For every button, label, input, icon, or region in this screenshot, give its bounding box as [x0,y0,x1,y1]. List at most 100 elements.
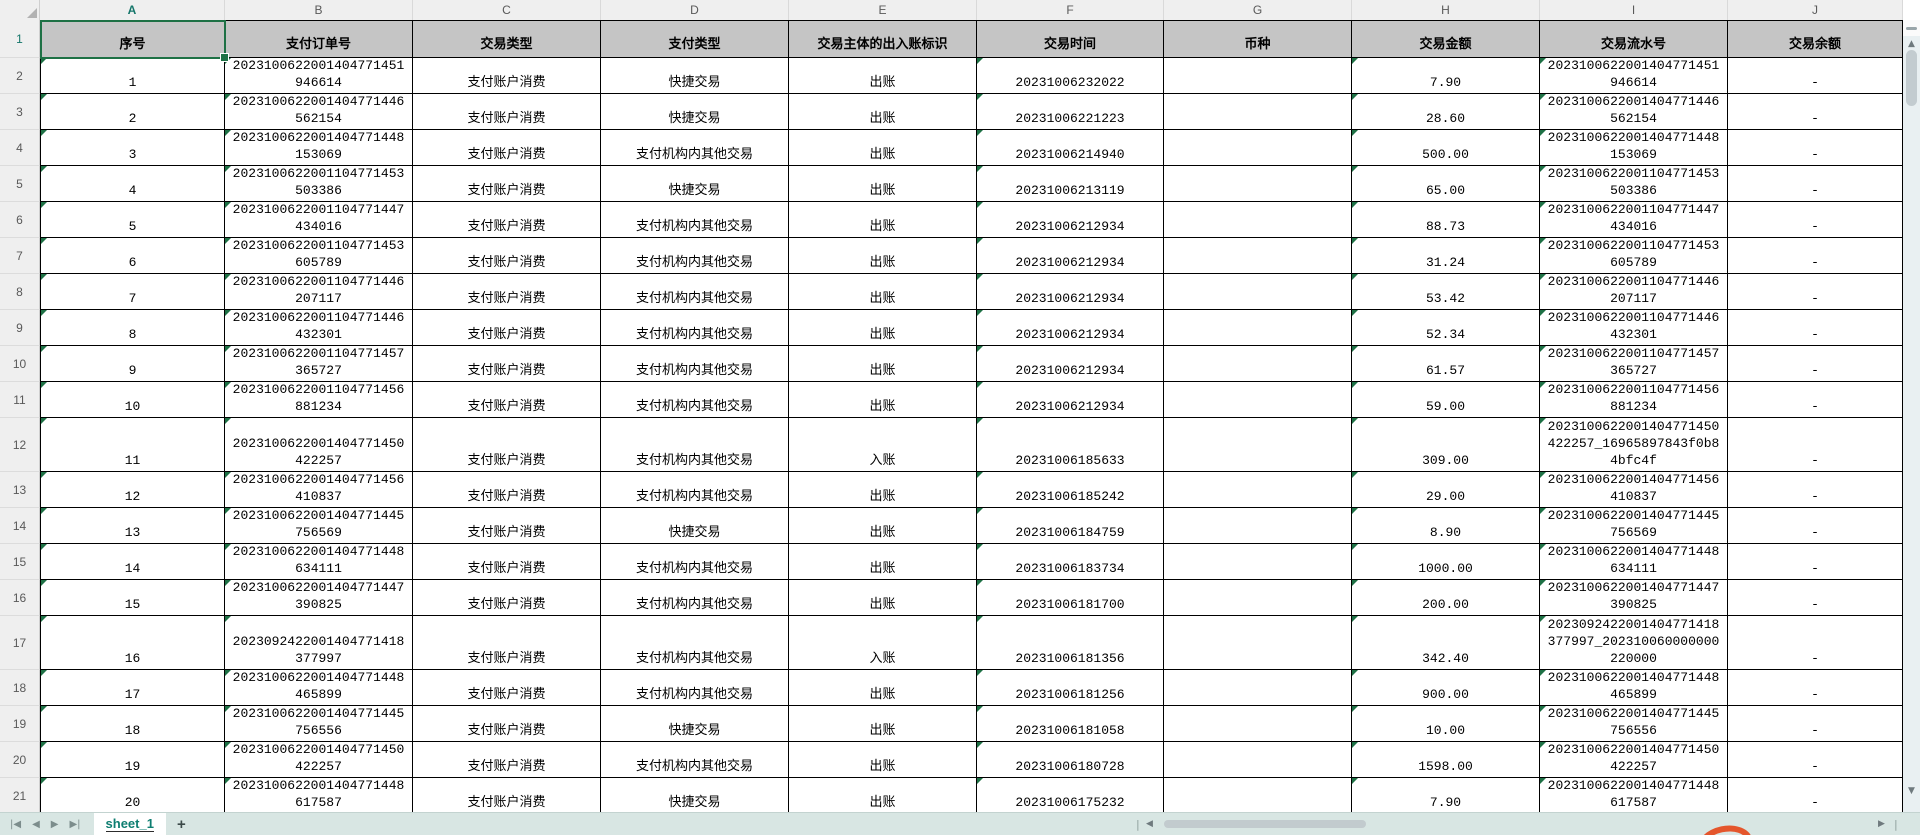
cell-H10[interactable]: 61.57 [1352,346,1540,382]
cell-H8[interactable]: 53.42 [1352,274,1540,310]
row-header-5[interactable]: 5 [0,166,40,202]
last-sheet-icon[interactable]: ▶| [69,818,81,830]
cell-H13[interactable]: 29.00 [1352,472,1540,508]
column-header-D[interactable]: D [601,0,789,20]
cell-I15[interactable]: 2023100622001404771448634111 [1540,544,1728,580]
cell-G17[interactable] [1164,616,1352,670]
cell-I21[interactable]: 2023100622001404771448617587 [1540,778,1728,812]
cell-B6[interactable]: 2023100622001104771447434016 [225,202,413,238]
sheet-tab-label[interactable]: sheet_1 [105,816,154,832]
select-all-button[interactable] [0,0,40,20]
cell-F11[interactable]: 20231006212934 [977,382,1164,418]
cell-C10[interactable]: 支付账户消费 [413,346,601,382]
cell-D10[interactable]: 支付机构内其他交易 [601,346,789,382]
cell-B16[interactable]: 2023100622001404771447390825 [225,580,413,616]
cell-G3[interactable] [1164,94,1352,130]
cell-A5[interactable]: 4 [40,166,225,202]
cell-A10[interactable]: 9 [40,346,225,382]
cell-C20[interactable]: 支付账户消费 [413,742,601,778]
split-handle-icon[interactable] [1906,27,1917,30]
cell-H7[interactable]: 31.24 [1352,238,1540,274]
cell-E19[interactable]: 出账 [789,706,977,742]
cell-B11[interactable]: 2023100622001104771456881234 [225,382,413,418]
cell-I19[interactable]: 2023100622001404771445756556 [1540,706,1728,742]
row-header-16[interactable]: 16 [0,580,40,616]
column-header-H[interactable]: H [1352,0,1540,20]
cell-G15[interactable] [1164,544,1352,580]
cell-H3[interactable]: 28.60 [1352,94,1540,130]
cell-C18[interactable]: 支付账户消费 [413,670,601,706]
cell-D4[interactable]: 支付机构内其他交易 [601,130,789,166]
cell-F13[interactable]: 20231006185242 [977,472,1164,508]
cell-B9[interactable]: 2023100622001104771446432301 [225,310,413,346]
cell-D20[interactable]: 支付机构内其他交易 [601,742,789,778]
cell-C1[interactable]: 交易类型 [413,20,601,58]
cell-G12[interactable] [1164,418,1352,472]
cell-C16[interactable]: 支付账户消费 [413,580,601,616]
cell-J12[interactable]: - [1728,418,1903,472]
cell-A2[interactable]: 1 [40,58,225,94]
cell-F5[interactable]: 20231006213119 [977,166,1164,202]
cell-C9[interactable]: 支付账户消费 [413,310,601,346]
cell-A16[interactable]: 15 [40,580,225,616]
cell-H17[interactable]: 342.40 [1352,616,1540,670]
cell-B20[interactable]: 2023100622001404771450422257 [225,742,413,778]
cell-C17[interactable]: 支付账户消费 [413,616,601,670]
cell-F16[interactable]: 20231006181700 [977,580,1164,616]
cell-A19[interactable]: 18 [40,706,225,742]
cell-C8[interactable]: 支付账户消费 [413,274,601,310]
row-header-21[interactable]: 21 [0,778,40,812]
cell-J9[interactable]: - [1728,310,1903,346]
row-header-7[interactable]: 7 [0,238,40,274]
cell-D16[interactable]: 支付机构内其他交易 [601,580,789,616]
row-header-17[interactable]: 17 [0,616,40,670]
cell-E6[interactable]: 出账 [789,202,977,238]
cell-E5[interactable]: 出账 [789,166,977,202]
cell-F8[interactable]: 20231006212934 [977,274,1164,310]
cell-J7[interactable]: - [1728,238,1903,274]
cell-E7[interactable]: 出账 [789,238,977,274]
cell-C19[interactable]: 支付账户消费 [413,706,601,742]
cell-G9[interactable] [1164,310,1352,346]
cell-A20[interactable]: 19 [40,742,225,778]
add-sheet-button[interactable]: + [176,815,186,833]
cell-B5[interactable]: 2023100622001104771453503386 [225,166,413,202]
cell-F4[interactable]: 20231006214940 [977,130,1164,166]
cell-E14[interactable]: 出账 [789,508,977,544]
cell-B10[interactable]: 2023100622001104771457365727 [225,346,413,382]
cell-E16[interactable]: 出账 [789,580,977,616]
cell-E4[interactable]: 出账 [789,130,977,166]
cell-J5[interactable]: - [1728,166,1903,202]
cell-H1[interactable]: 交易金额 [1352,20,1540,58]
cell-F12[interactable]: 20231006185633 [977,418,1164,472]
cell-G16[interactable] [1164,580,1352,616]
cell-G2[interactable] [1164,58,1352,94]
cell-E10[interactable]: 出账 [789,346,977,382]
cell-A14[interactable]: 13 [40,508,225,544]
cell-G5[interactable] [1164,166,1352,202]
horizontal-scrollbar-thumb[interactable] [1164,820,1366,828]
next-sheet-icon[interactable]: ▶ [50,818,59,830]
cell-D13[interactable]: 支付机构内其他交易 [601,472,789,508]
cell-E2[interactable]: 出账 [789,58,977,94]
cell-I16[interactable]: 2023100622001404771447390825 [1540,580,1728,616]
row-header-4[interactable]: 4 [0,130,40,166]
cell-D19[interactable]: 快捷交易 [601,706,789,742]
row-header-13[interactable]: 13 [0,472,40,508]
cell-B15[interactable]: 2023100622001404771448634111 [225,544,413,580]
cell-I1[interactable]: 交易流水号 [1540,20,1728,58]
row-header-14[interactable]: 14 [0,508,40,544]
cell-H18[interactable]: 900.00 [1352,670,1540,706]
cell-E8[interactable]: 出账 [789,274,977,310]
cell-D8[interactable]: 支付机构内其他交易 [601,274,789,310]
row-header-12[interactable]: 12 [0,418,40,472]
cell-G19[interactable] [1164,706,1352,742]
cell-J20[interactable]: - [1728,742,1903,778]
column-header-G[interactable]: G [1164,0,1352,20]
cell-H15[interactable]: 1000.00 [1352,544,1540,580]
cell-E11[interactable]: 出账 [789,382,977,418]
row-header-15[interactable]: 15 [0,544,40,580]
cell-G8[interactable] [1164,274,1352,310]
vertical-scrollbar-thumb[interactable] [1906,50,1917,106]
cell-I14[interactable]: 2023100622001404771445756569 [1540,508,1728,544]
